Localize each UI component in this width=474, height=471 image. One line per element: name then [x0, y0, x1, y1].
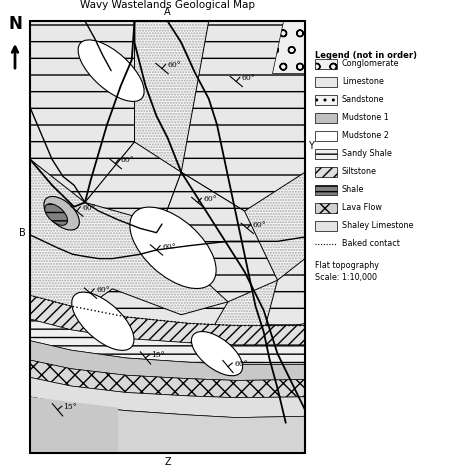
Polygon shape	[30, 21, 135, 203]
Polygon shape	[30, 397, 118, 453]
Polygon shape	[181, 21, 305, 211]
Ellipse shape	[44, 196, 79, 230]
Text: 60°: 60°	[234, 360, 248, 368]
Polygon shape	[30, 295, 305, 345]
Text: Z: Z	[164, 457, 171, 467]
Bar	[315, 113, 337, 123]
Text: 60°: 60°	[203, 195, 217, 203]
Text: Mudstone 1: Mudstone 1	[342, 114, 389, 122]
Text: 15°: 15°	[64, 403, 77, 411]
Text: Y: Y	[308, 141, 314, 151]
Bar	[315, 185, 337, 195]
Bar	[315, 95, 337, 105]
Text: 60°: 60°	[168, 61, 181, 69]
Polygon shape	[30, 341, 305, 381]
Text: Lava Flow: Lava Flow	[342, 203, 382, 212]
Polygon shape	[162, 172, 277, 302]
Text: 15°: 15°	[152, 351, 165, 359]
Polygon shape	[30, 397, 305, 453]
Polygon shape	[264, 259, 305, 332]
Polygon shape	[272, 21, 305, 73]
Text: Mudstone 2: Mudstone 2	[342, 131, 389, 140]
Text: 60°: 60°	[253, 221, 266, 229]
Bar	[315, 149, 337, 159]
Bar	[315, 131, 337, 141]
Text: Siltstone: Siltstone	[342, 168, 377, 177]
Text: 60°: 60°	[121, 156, 135, 164]
Text: Sandy Shale: Sandy Shale	[342, 149, 392, 159]
Text: B: B	[19, 227, 26, 238]
Text: Sandstone: Sandstone	[342, 96, 384, 105]
Polygon shape	[30, 377, 305, 418]
Text: Shale: Shale	[342, 186, 365, 195]
Bar	[315, 77, 337, 87]
Text: Conglomerate: Conglomerate	[342, 59, 400, 68]
Text: A: A	[164, 7, 171, 17]
Text: Flat topography: Flat topography	[315, 261, 379, 270]
Text: 60°: 60°	[162, 243, 176, 251]
Text: Wavy Wastelands Geological Map: Wavy Wastelands Geological Map	[81, 0, 255, 10]
Text: Limestone: Limestone	[342, 78, 384, 87]
Ellipse shape	[191, 332, 243, 376]
Text: 60°: 60°	[82, 204, 96, 212]
Polygon shape	[63, 289, 228, 366]
Text: Legend (not in order): Legend (not in order)	[315, 51, 417, 60]
Ellipse shape	[130, 207, 216, 289]
Bar	[315, 203, 337, 213]
Text: Scale: 1:10,000: Scale: 1:10,000	[315, 273, 377, 282]
Bar	[315, 59, 337, 69]
Text: 60°: 60°	[242, 74, 255, 82]
Ellipse shape	[72, 292, 134, 350]
Text: N: N	[8, 15, 22, 33]
Ellipse shape	[78, 40, 144, 101]
Polygon shape	[30, 21, 305, 453]
Bar	[315, 167, 337, 177]
Bar	[315, 221, 337, 231]
Text: Baked contact: Baked contact	[342, 239, 400, 249]
Polygon shape	[85, 142, 181, 224]
Text: 60°: 60°	[96, 286, 109, 294]
Polygon shape	[30, 360, 305, 398]
Ellipse shape	[45, 204, 67, 225]
Polygon shape	[30, 319, 305, 365]
Text: Shaley Limestone: Shaley Limestone	[342, 221, 413, 230]
